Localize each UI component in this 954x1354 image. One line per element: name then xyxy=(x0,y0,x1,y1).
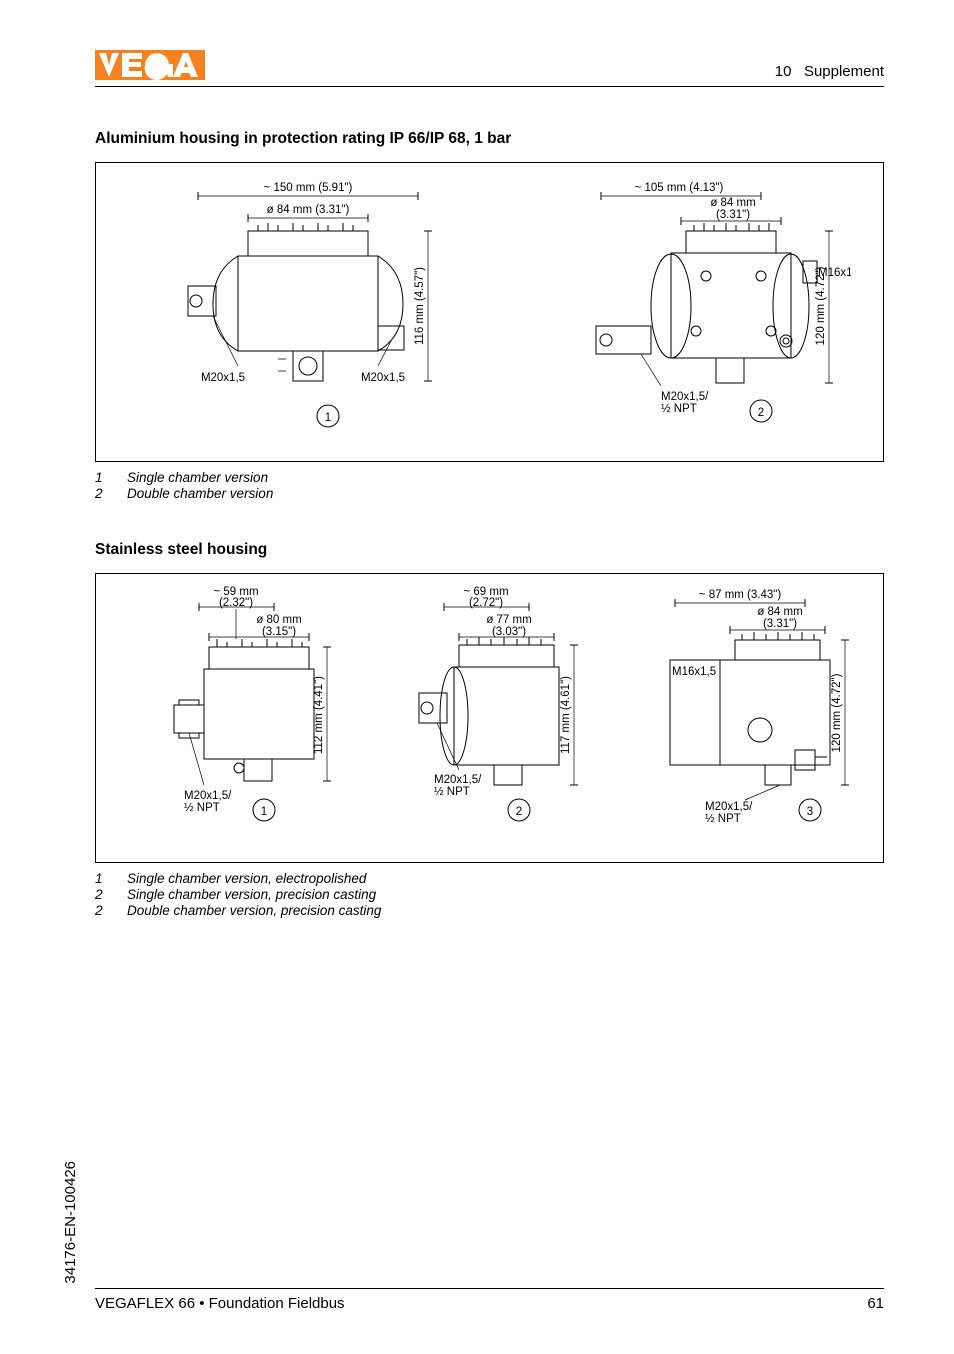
legend-num: 2 xyxy=(95,486,109,501)
w: ~ 87 mm (3.43") xyxy=(699,589,782,601)
h: 112 mm (4.41") xyxy=(313,676,325,754)
dim-height: 120 mm (4.72") xyxy=(815,266,827,345)
dim-dia-l2: (3.31") xyxy=(716,209,750,221)
page-footer: VEGAFLEX 66 • Foundation Fieldbus 61 xyxy=(95,1288,884,1312)
legend-text: Single chamber version xyxy=(127,470,268,485)
legend-text: Double chamber version xyxy=(127,486,273,501)
legend-aluminium: 1 Single chamber version 2 Double chamber … xyxy=(95,470,884,501)
callout-1: 1 xyxy=(325,412,331,424)
vega-logo xyxy=(95,50,205,80)
tt: M16x1,5 xyxy=(672,666,716,678)
legend-text: Single chamber version, precision castin… xyxy=(127,887,376,902)
diagram-single-chamber-al: ~ 150 mm (5.91") ø 84 mm (3.31") xyxy=(128,176,468,449)
diagram-ss-precision-double: ~ 87 mm (3.43") ø 84 mm (3.31") M16x1,5 xyxy=(610,585,870,850)
thread-left: M20x1,5 xyxy=(201,372,245,384)
dim-diameter: ø 84 mm (3.31") xyxy=(266,204,349,216)
legend-text: Double chamber version, precision castin… xyxy=(127,903,381,918)
d2: (3.31") xyxy=(763,618,797,630)
dim-dia-l1: ø 84 mm xyxy=(711,197,756,209)
dim-height: 116 mm (4.57") xyxy=(414,267,426,345)
thread-right: M20x1,5 xyxy=(361,372,405,384)
t2: ½ NPT xyxy=(434,786,470,798)
diagram-ss-precision-single: ~ 69 mm (2.72") ø 77 mm (3.03") M20x1,5/ xyxy=(359,585,604,850)
footer-product: VEGAFLEX 66 • Foundation Fieldbus xyxy=(95,1295,345,1312)
diagram-ss-electropolished: ~ 59 mm (2.32") ø 80 mm (3.15") M20x1,5 xyxy=(109,585,354,850)
document-id: 34176-EN-100426 xyxy=(62,1161,79,1284)
dim-width: ~ 105 mm (4.13") xyxy=(635,182,724,194)
legend-num: 2 xyxy=(95,903,109,918)
t1: M20x1,5/ xyxy=(705,801,753,813)
w2: (2.72") xyxy=(469,597,503,609)
thread-b-l1: M20x1,5/ xyxy=(661,391,709,403)
t1: M20x1,5/ xyxy=(434,774,482,786)
thread-b-l2: ½ NPT xyxy=(661,403,697,415)
chapter-title: Supplement xyxy=(804,63,884,80)
page-header: 10 Supplement xyxy=(95,0,884,87)
h: 117 mm (4.61") xyxy=(560,676,572,754)
dim-width: ~ 150 mm (5.91") xyxy=(263,182,352,194)
d1: ø 84 mm xyxy=(757,606,802,618)
t2: ½ NPT xyxy=(705,813,741,825)
w2: (2.32") xyxy=(219,597,253,609)
legend-num: 2 xyxy=(95,887,109,902)
legend-num: 1 xyxy=(95,470,109,485)
c: 2 xyxy=(516,806,522,818)
d1: ø 77 mm xyxy=(487,614,532,626)
d2: (3.03") xyxy=(492,626,526,638)
callout-2: 2 xyxy=(758,407,764,419)
d1: ø 80 mm xyxy=(256,614,301,626)
section-title-aluminium: Aluminium housing in protection rating I… xyxy=(95,130,884,148)
footer-page-number: 61 xyxy=(867,1295,884,1312)
c: 3 xyxy=(807,806,813,818)
h: 120 mm (4.72") xyxy=(831,673,843,752)
section-title-stainless: Stainless steel housing xyxy=(95,541,884,559)
figure-aluminium-housing: ~ 150 mm (5.91") ø 84 mm (3.31") xyxy=(95,162,884,462)
diagram-double-chamber-al: ~ 105 mm (4.13") ø 84 mm (3.31") M16x1,5 xyxy=(511,176,851,449)
chapter-label: 10 Supplement xyxy=(775,63,884,80)
figure-stainless-housing: ~ 59 mm (2.32") ø 80 mm (3.15") M20x1,5 xyxy=(95,573,884,863)
legend-num: 1 xyxy=(95,871,109,886)
legend-text: Single chamber version, electropolished xyxy=(127,871,366,886)
t2: ½ NPT xyxy=(184,802,220,814)
page-content: Aluminium housing in protection rating I… xyxy=(0,87,954,918)
legend-stainless: 1 Single chamber version, electropolished… xyxy=(95,871,884,918)
c: 1 xyxy=(261,806,267,818)
d2: (3.15") xyxy=(262,626,296,638)
chapter-number: 10 xyxy=(775,63,792,80)
t1: M20x1,5/ xyxy=(184,790,232,802)
